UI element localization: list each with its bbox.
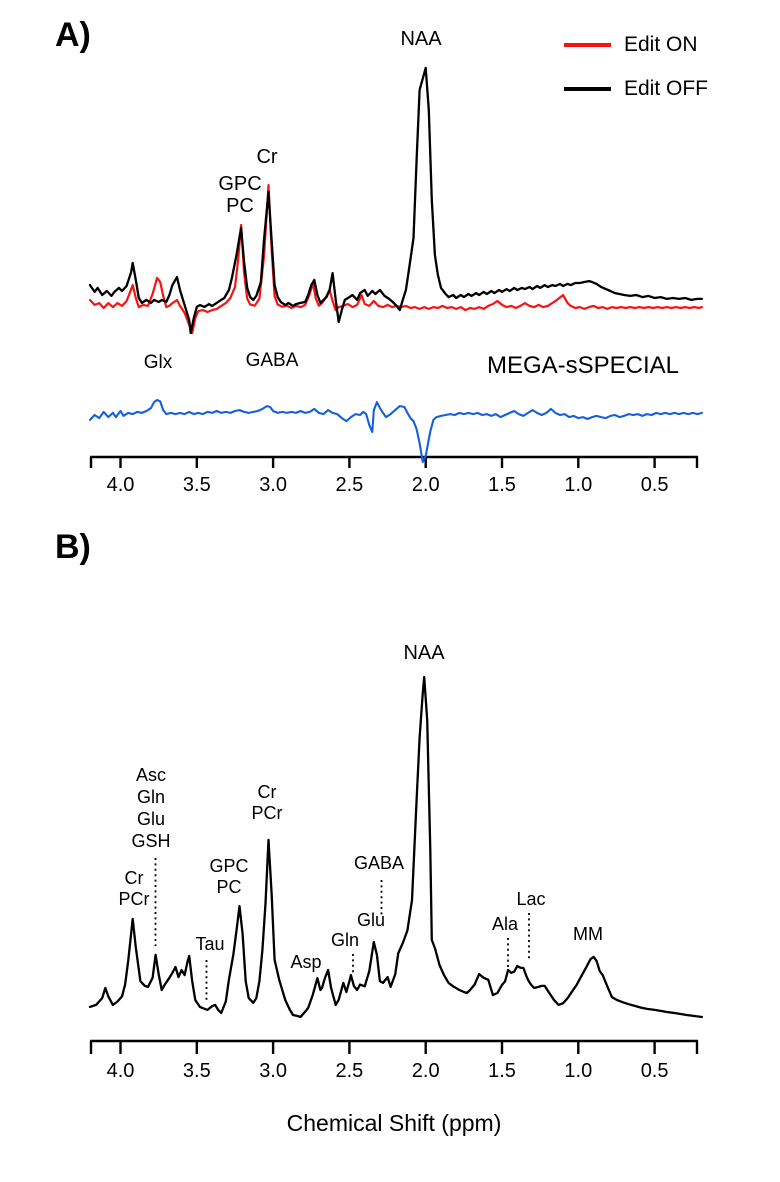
asp-label: Asp <box>290 952 322 972</box>
tick-label-b-2.0: 2.0 <box>411 1060 440 1082</box>
tick-label-b-3.0: 3.0 <box>259 1060 287 1082</box>
mm-label: MM <box>573 924 603 944</box>
mega-sspecial-label: MEGA-sSPECIAL <box>486 352 680 379</box>
tick-label-a-4.0: 4.0 <box>106 474 135 496</box>
naa-label-b: NAA <box>403 642 445 664</box>
legend-item-edit-on: Edit ON <box>564 33 708 57</box>
legend-item-edit-off: Edit OFF <box>564 77 708 101</box>
glx-label: Glx <box>143 352 173 373</box>
tick-label-a-1.0: 1.0 <box>564 474 593 496</box>
tick-label-b-4.0: 4.0 <box>106 1060 135 1082</box>
tick-label-a-2.5: 2.5 <box>335 474 364 496</box>
x-axis-title: Chemical Shift (ppm) <box>286 1110 502 1136</box>
tick-label-b-3.5: 3.5 <box>182 1060 211 1082</box>
curve-mega-sspecial-difference <box>88 398 703 464</box>
panel-a-label: A) <box>55 16 91 54</box>
cr-pcr-39-label: Cr PCr <box>118 868 150 909</box>
cr-label-a: Cr <box>256 146 278 168</box>
cr-pcr-30-label: Cr PCr <box>251 782 283 823</box>
legend: Edit ON Edit OFF <box>564 33 708 121</box>
legend-label-edit-off: Edit OFF <box>624 77 709 100</box>
lac-label: Lac <box>516 889 546 909</box>
legend-label-edit-on: Edit ON <box>624 33 698 56</box>
tick-label-a-0.5: 0.5 <box>640 474 669 496</box>
tick-label-a-1.5: 1.5 <box>488 474 516 496</box>
gln-label: Gln <box>330 930 360 950</box>
tau-label: Tau <box>195 934 225 954</box>
asc-gln-glu-gsh-label: Asc Gln Glu GSH <box>131 765 171 851</box>
gpc-pc-label-b: GPC PC <box>209 856 249 897</box>
ala-label: Ala <box>491 914 519 934</box>
edit-off-line-swatch <box>564 87 611 91</box>
tick-label-b-0.5: 0.5 <box>640 1060 669 1082</box>
glu-label: Glu <box>356 910 386 930</box>
tick-label-b-1.5: 1.5 <box>488 1060 516 1082</box>
gaba-label-b: GABA <box>353 853 405 873</box>
curve-spectrum-b <box>88 675 704 1019</box>
edit-on-line-swatch <box>564 43 611 47</box>
panel-b-label: B) <box>55 528 91 566</box>
gaba-label-a: GABA <box>245 350 299 371</box>
tick-label-b-2.5: 2.5 <box>335 1060 364 1082</box>
tick-label-a-2.0: 2.0 <box>411 474 440 496</box>
tick-label-b-1.0: 1.0 <box>564 1060 593 1082</box>
naa-label-a: NAA <box>400 28 442 50</box>
curve-edit-off <box>88 66 704 335</box>
gpc-pc-label-a: GPC PC <box>218 173 262 217</box>
curve-edit-on <box>88 184 703 334</box>
tick-label-a-3.0: 3.0 <box>259 474 287 496</box>
tick-label-a-3.5: 3.5 <box>182 474 211 496</box>
